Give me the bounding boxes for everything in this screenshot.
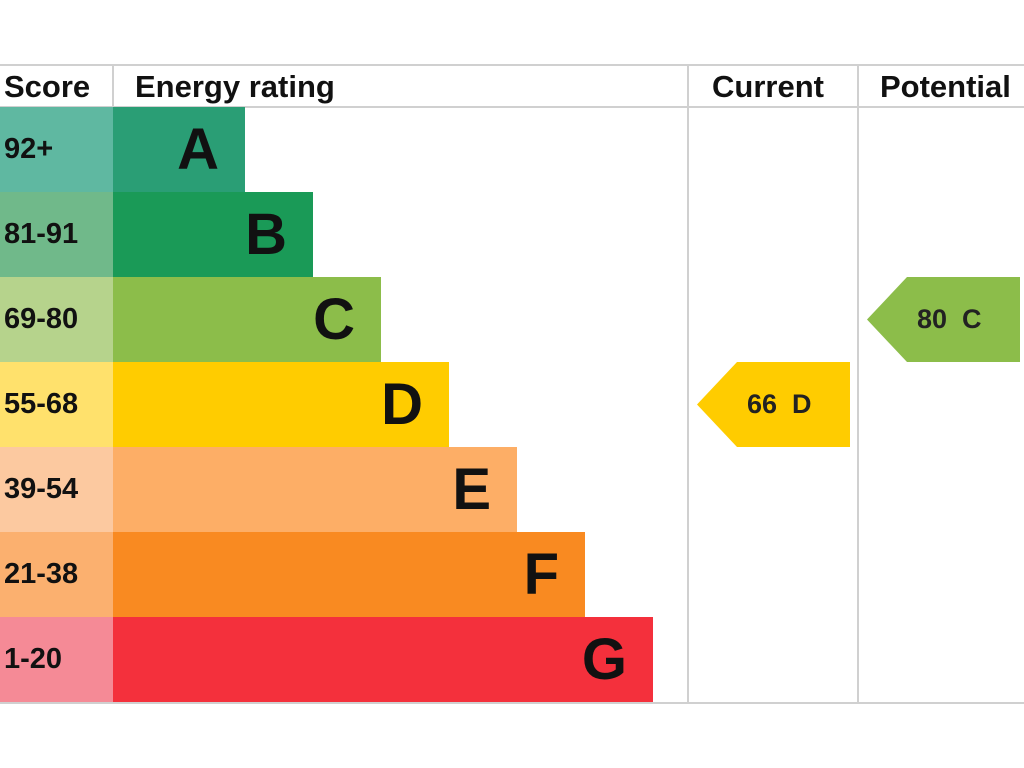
rating-letter: E [452,457,491,522]
rating-letter: B [245,202,287,267]
rating-letter: C [313,287,355,352]
score-range-a: 92+ [0,107,113,192]
rating-letter: F [523,542,559,607]
rating-bar-d: D [113,362,449,447]
score-range-e: 39-54 [0,447,113,532]
rating-bar-g: G [113,617,653,702]
rating-letter: G [581,627,627,692]
header-current: Current [712,69,824,104]
score-range-c: 69-80 [0,277,113,362]
rating-bar-b: B [113,192,313,277]
column-divider [112,64,114,107]
column-divider [857,64,859,704]
potential-rating-label: 80 C [917,304,982,334]
rating-bar-f: F [113,532,585,617]
header-bottom-border [0,106,1024,108]
rating-bar-a: A [113,107,245,192]
table-top-border [0,64,1024,66]
column-divider [687,64,689,704]
header-potential: Potential [880,69,1011,104]
header-energy-rating: Energy rating [135,69,335,104]
score-range-d: 55-68 [0,362,113,447]
rating-letter: D [381,372,423,437]
rating-bar-e: E [113,447,517,532]
rating-bar-c: C [113,277,381,362]
score-range-b: 81-91 [0,192,113,277]
potential-rating-arrow: 80 C [867,277,1020,362]
current-rating-label: 66 D [747,389,812,419]
table-bottom-border [0,702,1024,704]
score-range-f: 21-38 [0,532,113,617]
current-rating-arrow: 66 D [697,362,850,447]
header-score: Score [4,69,91,104]
rating-letter: A [177,117,219,182]
score-range-g: 1-20 [0,617,113,702]
